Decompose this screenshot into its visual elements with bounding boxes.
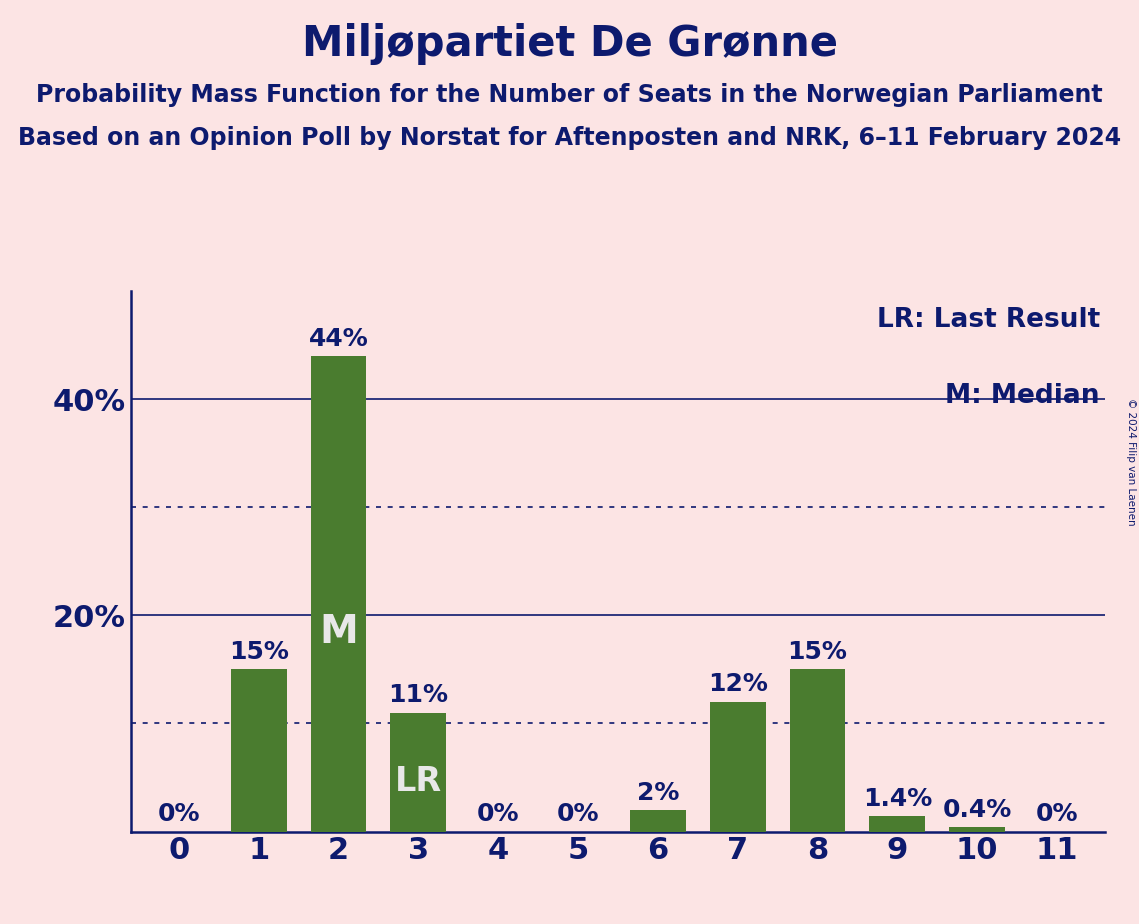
Text: M: Median: M: Median [945, 383, 1100, 409]
Text: 0.4%: 0.4% [942, 797, 1011, 821]
Text: © 2024 Filip van Laenen: © 2024 Filip van Laenen [1126, 398, 1136, 526]
Text: Probability Mass Function for the Number of Seats in the Norwegian Parliament: Probability Mass Function for the Number… [36, 83, 1103, 107]
Bar [710, 702, 765, 832]
Text: 0%: 0% [557, 802, 599, 826]
Text: LR: Last Result: LR: Last Result [877, 308, 1100, 334]
Text: 15%: 15% [229, 640, 288, 664]
Text: 12%: 12% [707, 673, 768, 697]
Text: 15%: 15% [787, 640, 847, 664]
Text: 2%: 2% [637, 781, 679, 805]
Bar [630, 810, 686, 832]
Text: 1.4%: 1.4% [862, 787, 932, 811]
Text: 0%: 0% [477, 802, 519, 826]
Text: Based on an Opinion Poll by Norstat for Aftenposten and NRK, 6–11 February 2024: Based on an Opinion Poll by Norstat for … [18, 126, 1121, 150]
Bar [869, 817, 925, 832]
Bar [311, 356, 367, 832]
Bar [391, 712, 446, 832]
Text: 0%: 0% [157, 802, 200, 826]
Text: 44%: 44% [309, 326, 368, 350]
Bar [231, 669, 287, 832]
Text: M: M [319, 613, 358, 650]
Bar [789, 669, 845, 832]
Text: Miljøpartiet De Grønne: Miljøpartiet De Grønne [302, 23, 837, 65]
Text: 0%: 0% [1035, 802, 1079, 826]
Text: LR: LR [395, 765, 442, 798]
Text: 11%: 11% [388, 683, 449, 707]
Bar [949, 827, 1005, 832]
